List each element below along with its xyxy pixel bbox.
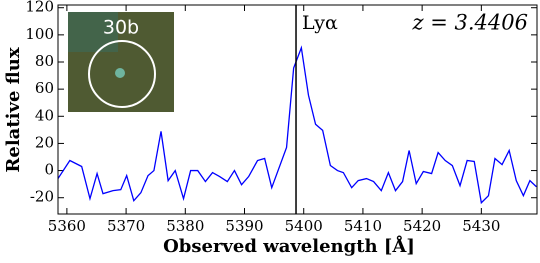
y-tick-label: 60 — [35, 79, 54, 97]
x-tick-label: 5390 — [225, 217, 263, 235]
y-tick-label: -20 — [30, 188, 54, 206]
x-tick-label: 5380 — [166, 217, 204, 235]
inset-aperture — [88, 40, 156, 108]
y-tick-label: 20 — [35, 133, 54, 151]
x-axis-label: Observed wavelength [Å] — [163, 234, 415, 257]
y-tick-label: 40 — [35, 106, 54, 124]
x-tick-label: 5360 — [48, 217, 86, 235]
inset-image: 30b — [68, 12, 174, 112]
y-axis-label: Relative flux — [3, 47, 24, 172]
plot-frame — [57, 4, 538, 215]
flux-line — [57, 45, 537, 205]
x-tick-label: 5420 — [403, 217, 441, 235]
x-tick-label: 5410 — [344, 217, 382, 235]
y-tick-label: 100 — [25, 25, 54, 43]
inset-label: 30b — [103, 17, 139, 39]
annotation: z = 3.4406 — [412, 11, 529, 35]
y-tick-label: 0 — [44, 161, 54, 179]
x-tick-label: 5370 — [107, 217, 145, 235]
line-marker-label: Lyα — [302, 12, 338, 34]
inset-patch — [68, 12, 118, 52]
y-tick-label: 80 — [35, 52, 54, 70]
inset-source — [115, 68, 125, 78]
y-tick-label: 120 — [25, 0, 54, 16]
x-tick-label: 5430 — [462, 217, 500, 235]
x-tick-label: 5400 — [285, 217, 323, 235]
